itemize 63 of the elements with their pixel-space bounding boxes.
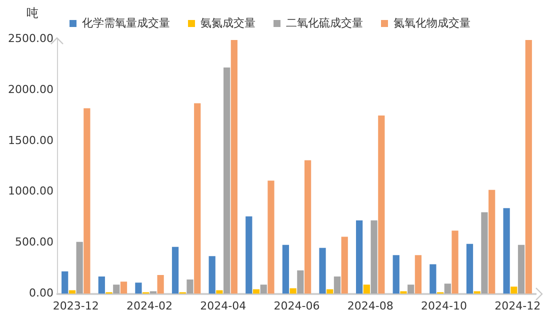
bar (113, 284, 120, 294)
bar (223, 68, 230, 294)
bar (297, 270, 304, 294)
bar (370, 220, 378, 294)
x-tick-label: 2024-02 (126, 299, 172, 312)
bar (430, 264, 436, 294)
bar (216, 290, 223, 294)
bar (452, 230, 458, 294)
bar (76, 242, 83, 294)
bar (304, 160, 312, 294)
bar (172, 246, 179, 294)
y-tick-label: 500.00 (14, 236, 54, 249)
x-tick-label: 2024-06 (274, 299, 320, 312)
y-tick-label: 0.00 (28, 286, 54, 300)
y-axis-title: 吨 (26, 6, 38, 20)
bar (356, 220, 363, 294)
bar (194, 103, 201, 294)
bar (466, 244, 474, 294)
y-tick-label: 1000.00 (8, 184, 54, 198)
bar (378, 115, 385, 294)
legend-label: 二氧化硫成交量 (286, 16, 363, 30)
bar (268, 180, 274, 294)
bar (260, 284, 267, 294)
bar (334, 276, 341, 294)
bar (525, 40, 532, 294)
bar (252, 289, 260, 294)
bar (392, 255, 400, 294)
bar (503, 208, 510, 294)
bar (230, 40, 238, 294)
bar (408, 284, 414, 294)
x-tick-label: 2024-08 (347, 299, 394, 312)
bar (62, 271, 68, 294)
bar (246, 216, 252, 294)
y-tick-label: 2500.00 (8, 32, 54, 45)
bar (290, 288, 296, 294)
bar (186, 280, 194, 294)
bar (481, 212, 488, 294)
bar (135, 282, 142, 294)
legend-label: 化学需氧量成交量 (82, 16, 170, 30)
y-tick-label: 2000.00 (8, 82, 54, 96)
bar (157, 274, 164, 294)
bar (326, 289, 334, 294)
bar (510, 286, 518, 294)
bar (282, 244, 290, 294)
bar (208, 256, 216, 294)
bar (319, 248, 326, 294)
bar (84, 108, 90, 294)
legend-label: 氨氮成交量 (200, 16, 256, 30)
bar (488, 190, 496, 294)
bar (98, 276, 105, 294)
bar (120, 282, 128, 294)
x-tick-label: 2023-12 (52, 299, 99, 312)
bar (518, 244, 525, 294)
bar (363, 284, 370, 294)
bar (444, 284, 451, 294)
x-tick-label: 2024-12 (494, 299, 541, 312)
x-tick-label: 2024-04 (200, 299, 246, 312)
bar (414, 255, 422, 294)
x-tick-label: 2024-10 (420, 299, 467, 312)
bar (341, 236, 348, 294)
legend-label: 氮氧化物成交量 (394, 16, 470, 30)
y-tick-label: 1500.00 (8, 134, 54, 147)
bar (68, 290, 76, 294)
